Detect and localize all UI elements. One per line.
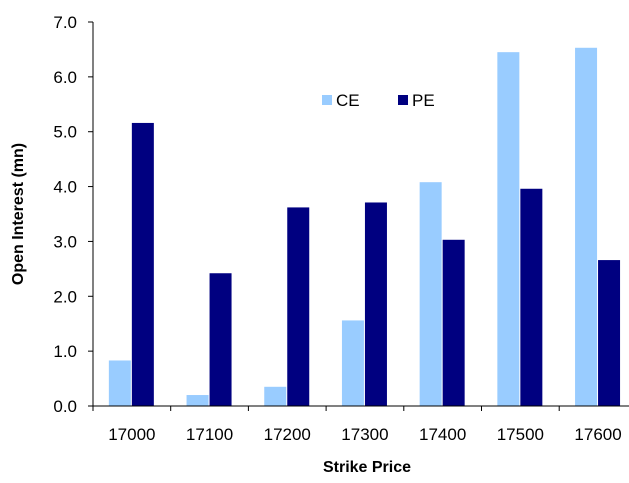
legend-label-pe: PE — [412, 91, 435, 110]
y-tick-label: 5.0 — [53, 123, 77, 142]
bar-pe-17400 — [442, 239, 465, 406]
bar-pe-17500 — [520, 188, 543, 406]
x-tick-label: 17300 — [341, 425, 388, 444]
legend-swatch-pe — [398, 95, 408, 105]
bar-pe-17100 — [209, 273, 232, 406]
y-tick-label: 4.0 — [53, 178, 77, 197]
bar-ce-17100 — [186, 395, 209, 406]
bar-pe-17600 — [598, 260, 621, 406]
bar-ce-17600 — [575, 47, 598, 406]
y-tick-label: 0.0 — [53, 397, 77, 416]
bar-ce-17200 — [264, 386, 287, 406]
y-tick-label: 2.0 — [53, 287, 77, 306]
x-axis-title: Strike Price — [323, 459, 411, 476]
bar-ce-17300 — [341, 320, 364, 406]
legend-label-ce: CE — [336, 91, 360, 110]
bar-pe-17200 — [287, 207, 310, 406]
x-tick-label: 17200 — [264, 425, 311, 444]
bar-ce-17500 — [497, 52, 520, 407]
x-tick-label: 17100 — [186, 425, 233, 444]
bar-pe-17300 — [364, 202, 387, 406]
y-tick-label: 3.0 — [53, 232, 77, 251]
y-axis-title: Open Interest (mn) — [10, 143, 27, 285]
y-ticks-group: 0.0 1.0 2.0 3.0 4.0 5.0 6.0 7.0 — [53, 13, 93, 416]
x-tick-label: 17600 — [574, 425, 621, 444]
y-tick-label: 1.0 — [53, 342, 77, 361]
bar-ce-17000 — [108, 360, 131, 406]
y-tick-label: 7.0 — [53, 13, 77, 32]
bar-pe-17000 — [131, 122, 154, 407]
x-tick-label: 17000 — [108, 425, 155, 444]
x-tick-label: 17400 — [419, 425, 466, 444]
legend-swatch-ce — [322, 95, 332, 105]
x-ticks-group: 17000 17100 17200 17300 17400 17500 17600 — [92, 406, 622, 444]
bars-group — [108, 47, 621, 407]
legend: CE PE — [322, 91, 435, 110]
x-tick-label: 17500 — [497, 425, 544, 444]
bar-ce-17400 — [419, 182, 442, 406]
y-tick-label: 6.0 — [53, 68, 77, 87]
axes-group — [92, 22, 629, 407]
